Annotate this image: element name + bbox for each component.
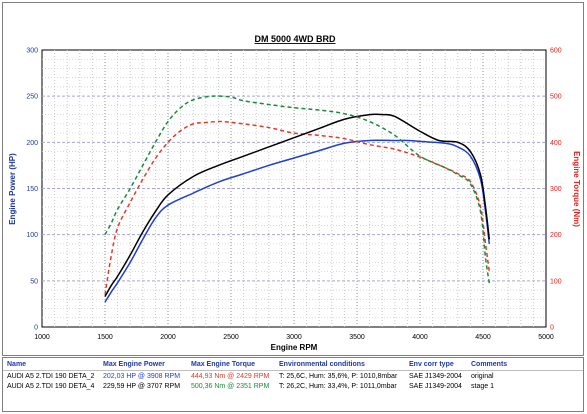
x-tick-label: 1500 [97, 334, 113, 341]
row-env-corr-type: SAE J1349-2004 [409, 383, 462, 390]
x-tick-label: 2500 [223, 334, 239, 341]
header-max-power: Max Engine Power [103, 361, 165, 368]
y-tick-label-right: 400 [550, 140, 562, 147]
x-tick-label: 3000 [286, 334, 302, 341]
y-tick-label-right: 600 [550, 48, 562, 55]
y-tick-label-right: 300 [550, 186, 562, 193]
table-row: AUDI A5 2.TDI 190 DETA_4 229,59 HP @ 370… [3, 382, 583, 392]
y-tick-label-left: 0 [34, 325, 38, 332]
table-divider [3, 370, 583, 371]
row-max-power: 229,59 HP @ 3707 RPM [103, 383, 181, 390]
header-name: Name [7, 361, 27, 368]
row-comments: stage 1 [471, 383, 494, 390]
header-env-corr-type: Env corr type [409, 361, 454, 368]
results-table: Name Max Engine Power Max Engine Torque … [2, 357, 584, 412]
x-axis-label: Engine RPM [271, 343, 318, 352]
axis-ticks: 1000 1500 2000 2500 3000 3500 4000 4500 50000501… [26, 48, 561, 342]
row-max-power: 202,03 HP @ 3908 RPM [103, 373, 181, 380]
header-max-torque: Max Engine Torque [191, 361, 256, 368]
grid [42, 50, 546, 327]
series-line-3-power [104, 113, 491, 297]
y-tick-label-left: 100 [26, 232, 38, 239]
row-env-conditions: T: 25,6C, Hum: 35,6%, P: 1010,8mbar [279, 373, 398, 380]
header-env-conditions: Environmental conditions [279, 361, 365, 368]
row-comments: original [471, 373, 494, 380]
y-tick-label-left: 150 [26, 186, 38, 193]
series-line-2-torque [104, 120, 491, 295]
x-tick-label: 5000 [538, 334, 554, 341]
y-tick-label-left: 300 [26, 48, 38, 55]
series-lines [104, 95, 491, 303]
y-tick-label-right: 200 [550, 232, 562, 239]
row-max-torque: 444,93 Nm @ 2429 RPM [191, 373, 270, 380]
y-tick-label-right: 0 [550, 325, 554, 332]
row-env-corr-type: SAE J1349-2004 [409, 373, 462, 380]
chart-title: DM 5000 4WD BRD [254, 34, 336, 44]
row-name: AUDI A5 2.TDI 190 DETA_2 [7, 373, 95, 380]
x-tick-label: 3500 [349, 334, 365, 341]
x-tick-label: 4000 [412, 334, 428, 341]
y-tick-label-right: 500 [550, 94, 562, 101]
y-axis-label-left: Engine Power (HP) [8, 153, 17, 225]
x-tick-label: 2000 [160, 334, 176, 341]
y-axis-label-right: Engine Torque (Nm) [572, 151, 581, 227]
row-max-torque: 500,36 Nm @ 2351 RPM [191, 383, 270, 390]
table-row: AUDI A5 2.TDI 190 DETA_2 202,03 HP @ 390… [3, 372, 583, 382]
dyno-chart: DM 5000 4WD BRD 1000 1500 2000 2500 3000 3500… [8, 34, 581, 352]
y-tick-label-left: 50 [30, 278, 38, 285]
row-env-conditions: T: 26,2C, Hum: 33,4%, P: 1011,0mbar [279, 383, 397, 390]
series-line-1-power [104, 139, 491, 303]
dyno-chart-panel: DM 5000 4WD BRD 1000 1500 2000 2500 3000 3500… [2, 2, 584, 356]
y-tick-label-left: 250 [26, 94, 38, 101]
x-tick-label: 4500 [475, 334, 491, 341]
x-tick-label: 1000 [34, 334, 50, 341]
row-name: AUDI A5 2.TDI 190 DETA_4 [7, 383, 95, 390]
series-line-4-torque [104, 95, 491, 284]
table-header-row: Name Max Engine Power Max Engine Torque … [3, 360, 583, 370]
y-tick-label-right: 100 [550, 278, 562, 285]
header-comments: Comments [471, 361, 508, 368]
y-tick-label-left: 200 [26, 140, 38, 147]
